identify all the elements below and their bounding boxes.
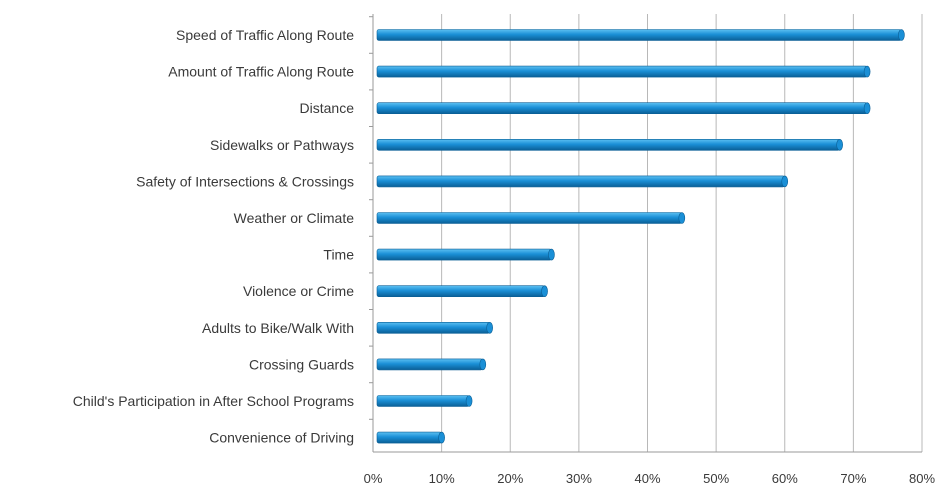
x-tick-label: 50% (703, 471, 729, 486)
category-label: Safety of Intersections & Crossings (136, 173, 354, 189)
bar-end-cap (898, 29, 905, 41)
y-axis (369, 14, 922, 453)
bar (376, 431, 442, 444)
bar (376, 212, 683, 224)
bar-end-cap (486, 321, 493, 334)
bar (376, 248, 552, 261)
category-label: Amount of Traffic Along Route (168, 64, 354, 80)
bar-end-cap (836, 139, 843, 151)
bar (376, 321, 490, 334)
bar (376, 175, 786, 188)
x-tick-label: 30% (566, 471, 592, 486)
category-label: Crossing Guards (249, 356, 354, 372)
category-label: Speed of Traffic Along Route (176, 27, 354, 43)
bar (376, 29, 902, 41)
x-tick-label: 10% (429, 471, 455, 486)
x-tick-label: 60% (772, 471, 798, 486)
bar (376, 139, 840, 151)
category-label: Weather or Climate (234, 210, 355, 226)
category-label: Sidewalks or Pathways (210, 137, 354, 153)
x-tick-label: 0% (364, 471, 383, 486)
category-label: Violence or Crime (243, 283, 354, 299)
x-tick-label: 80% (909, 471, 935, 486)
bar-end-cap (541, 285, 548, 298)
gridlines (441, 14, 923, 452)
x-tick-label: 40% (634, 471, 660, 486)
category-label: Distance (300, 100, 355, 116)
bar-end-cap (678, 212, 686, 224)
bars (376, 29, 905, 444)
category-label: Convenience of Driving (209, 430, 354, 446)
bar-end-cap (465, 395, 473, 407)
bar-end-cap (438, 431, 445, 444)
bar (376, 395, 470, 407)
category-label: Time (323, 247, 354, 263)
category-label: Adults to Bike/Walk With (202, 320, 354, 336)
bar-end-cap (479, 358, 487, 371)
category-labels: Speed of Traffic Along Route Amount of Tr… (73, 27, 354, 446)
bar-end-cap (863, 102, 871, 114)
bar-end-cap (863, 65, 871, 78)
bar-end-cap (548, 248, 555, 261)
bar (376, 102, 868, 114)
bar (376, 358, 484, 371)
bar-end-cap (781, 175, 789, 188)
bar (376, 285, 545, 298)
x-tick-label: 20% (497, 471, 523, 486)
category-label: Child's Participation in After School Pr… (73, 393, 354, 409)
x-tick-labels: 0% 10% 20% 30% 40% 50% 60% 70% 80% (364, 471, 935, 486)
bar (376, 65, 868, 78)
x-tick-label: 70% (840, 471, 866, 486)
